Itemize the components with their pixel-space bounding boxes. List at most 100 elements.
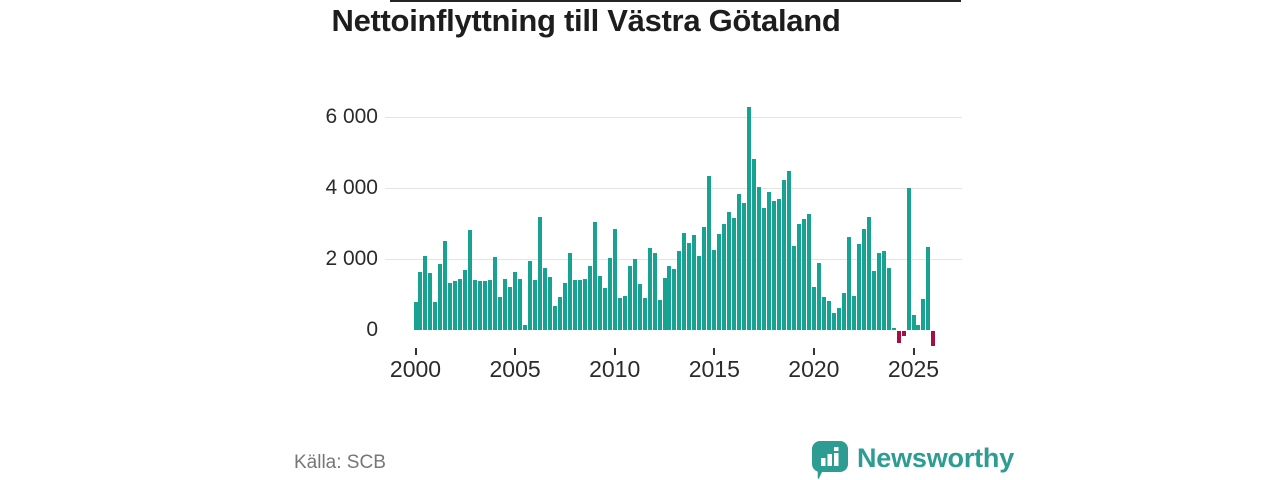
x-tick xyxy=(713,348,716,355)
bar xyxy=(523,324,528,330)
bar xyxy=(557,297,562,330)
y-tick-label: 6 000 xyxy=(325,105,378,128)
x-axis-line xyxy=(390,0,961,2)
bar xyxy=(637,284,642,330)
bar xyxy=(871,270,876,330)
x-tick xyxy=(812,348,815,355)
bar xyxy=(747,106,752,330)
x-tick-label: 2015 xyxy=(688,356,740,382)
y-tick-label: 0 xyxy=(366,318,378,341)
bar xyxy=(702,227,707,330)
x-tick-label: 2000 xyxy=(389,356,442,382)
bar xyxy=(901,331,906,336)
y-tick-label: 4 000 xyxy=(325,176,378,199)
bar xyxy=(777,198,782,330)
bar xyxy=(493,257,498,330)
bar xyxy=(757,186,762,330)
newsworthy-bubble-icon xyxy=(812,441,848,479)
bar xyxy=(906,188,911,330)
bar xyxy=(528,260,533,330)
bar xyxy=(752,159,757,330)
bar xyxy=(498,297,503,330)
bar xyxy=(602,288,607,330)
bar xyxy=(836,307,841,330)
bar xyxy=(712,249,717,330)
x-tick-label: 2005 xyxy=(489,356,541,382)
x-tick-label: 2010 xyxy=(589,356,641,382)
bar xyxy=(592,222,597,330)
bar xyxy=(841,292,846,330)
x-tick xyxy=(414,348,417,355)
chart-title: Nettoinflyttning till Västra Götaland xyxy=(331,3,841,38)
bar xyxy=(742,203,747,330)
bar xyxy=(468,229,473,330)
bar xyxy=(732,217,737,330)
bar xyxy=(458,278,463,330)
bar xyxy=(607,257,612,330)
bar xyxy=(811,286,816,330)
bar xyxy=(826,301,831,330)
bar xyxy=(667,266,672,330)
bar xyxy=(438,263,443,330)
bar xyxy=(538,216,542,330)
bar xyxy=(677,251,682,330)
x-tick xyxy=(514,348,517,355)
bar xyxy=(617,297,622,330)
bar xyxy=(577,279,582,330)
bar xyxy=(662,277,667,330)
bar xyxy=(488,280,493,330)
bar xyxy=(891,327,896,330)
bar xyxy=(473,280,478,330)
bar xyxy=(687,242,692,330)
bar xyxy=(916,325,921,330)
bar xyxy=(518,278,523,330)
bar xyxy=(647,248,652,330)
x-tick xyxy=(912,348,915,355)
brand-name: Newsworthy xyxy=(857,443,1015,473)
bar xyxy=(542,268,547,330)
bar xyxy=(787,171,791,330)
bar xyxy=(448,282,453,330)
bar xyxy=(806,213,811,330)
bar xyxy=(562,282,567,330)
bar xyxy=(926,247,931,330)
bar xyxy=(801,219,806,330)
bar xyxy=(796,224,801,330)
bar xyxy=(622,296,627,330)
x-tick-label: 2025 xyxy=(887,356,940,382)
bar xyxy=(547,276,552,330)
bar xyxy=(921,298,926,330)
bar xyxy=(722,223,727,330)
bar xyxy=(642,297,647,330)
bar xyxy=(657,300,662,330)
bar xyxy=(627,266,632,330)
bar xyxy=(423,256,428,330)
bar xyxy=(428,273,433,330)
bar xyxy=(782,180,787,330)
bar xyxy=(846,236,851,330)
gridline xyxy=(385,188,962,189)
bar xyxy=(652,253,657,330)
bar xyxy=(767,192,772,330)
bar xyxy=(463,270,468,330)
bar xyxy=(821,297,826,330)
bar xyxy=(582,278,587,330)
bar xyxy=(672,269,677,330)
y-tick-label: 2 000 xyxy=(325,247,378,270)
x-tick xyxy=(613,348,616,355)
bar xyxy=(707,176,712,330)
bar xyxy=(876,252,881,330)
bar xyxy=(762,207,767,330)
bar xyxy=(886,267,891,330)
bar xyxy=(612,228,617,330)
bar xyxy=(831,313,836,330)
bar xyxy=(931,331,936,347)
bar xyxy=(632,259,637,330)
bar xyxy=(697,256,702,330)
bar xyxy=(772,200,777,330)
bar xyxy=(478,281,483,330)
bar xyxy=(418,272,423,330)
bar xyxy=(453,281,458,330)
bar xyxy=(692,235,697,330)
